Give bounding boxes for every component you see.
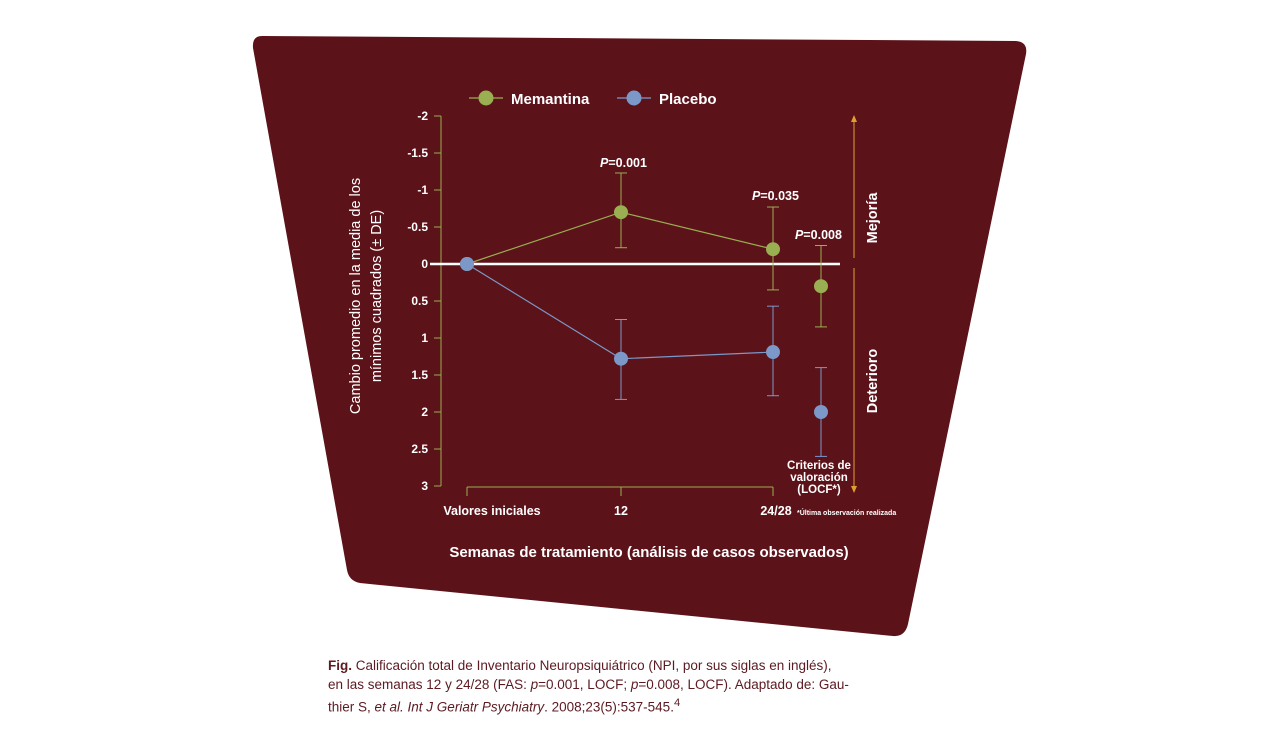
- y-tick-label: 1.5: [411, 368, 428, 382]
- locf-label: Criterios de: [787, 460, 851, 472]
- y-tick-label: -0.5: [407, 220, 428, 234]
- legend-marker: [478, 90, 494, 106]
- data-point: [614, 351, 628, 366]
- p-value-label: P=0.008: [795, 228, 842, 242]
- x-tick-label: 24/28: [760, 504, 791, 518]
- caption-ref: 4: [673, 697, 681, 709]
- deterioration-label: Deterioro: [865, 349, 881, 414]
- data-point: [766, 345, 780, 360]
- caption-p2: p: [630, 677, 639, 692]
- data-point-locf: [814, 279, 828, 294]
- data-point: [766, 242, 780, 257]
- caption-line3b: . 2008;23(5):537-545.: [544, 699, 674, 715]
- caption-line2b: =0.001, LOCF;: [538, 677, 631, 692]
- x-tick-label: Valores iniciales: [443, 504, 540, 518]
- legend-label: Placebo: [659, 91, 717, 108]
- locf-label: (LOCF*): [797, 484, 841, 496]
- y-tick-label: 2: [421, 405, 428, 419]
- caption-line2c: =0.008, LOCF). Adaptado de: Gau-: [638, 677, 849, 692]
- y-axis-title: Cambio promedio en la media de los: [348, 178, 364, 414]
- y-tick-label: -2: [417, 109, 428, 123]
- y-tick-label: 0.5: [411, 294, 428, 308]
- legend-label: Memantina: [511, 91, 590, 108]
- improvement-label: Mejoría: [865, 192, 881, 244]
- p-value-label: P=0.001: [600, 156, 647, 170]
- y-tick-label: -1.5: [407, 146, 428, 160]
- y-tick-label: 0: [421, 257, 428, 271]
- y-tick-label: -1: [417, 183, 428, 197]
- caption-line1: Calificación total de Inventario Neurops…: [352, 658, 832, 673]
- chart-background-panel: [252, 36, 1027, 637]
- y-axis-title: mínimos cuadrados (± DE): [369, 210, 385, 382]
- figure-caption: Fig. Calificación total de Inventario Ne…: [328, 656, 868, 717]
- legend-marker: [626, 90, 642, 106]
- y-tick-label: 3: [421, 479, 428, 493]
- data-point-locf: [814, 405, 828, 419]
- p-value-label: P=0.035: [752, 189, 799, 203]
- data-point: [614, 205, 628, 220]
- caption-fig-label: Fig.: [328, 658, 352, 673]
- locf-label: valoración: [790, 472, 848, 484]
- y-tick-label: 2.5: [411, 442, 428, 456]
- caption-citation: et al. Int J Geriatr Psychiatry: [374, 699, 545, 715]
- data-point: [460, 257, 474, 271]
- caption-line2a: en las semanas 12 y 24/28 (FAS:: [328, 677, 531, 692]
- x-axis-title: Semanas de tratamiento (análisis de caso…: [449, 544, 848, 561]
- caption-p1: p: [530, 677, 539, 692]
- improvement-arrowhead: [851, 115, 857, 122]
- deterioration-arrowhead: [851, 486, 857, 493]
- locf-footnote: *Última observación realizada: [797, 508, 896, 517]
- y-tick-label: 1: [421, 331, 428, 345]
- caption-line3a: thier S,: [328, 699, 375, 715]
- x-tick-label: 12: [614, 504, 628, 518]
